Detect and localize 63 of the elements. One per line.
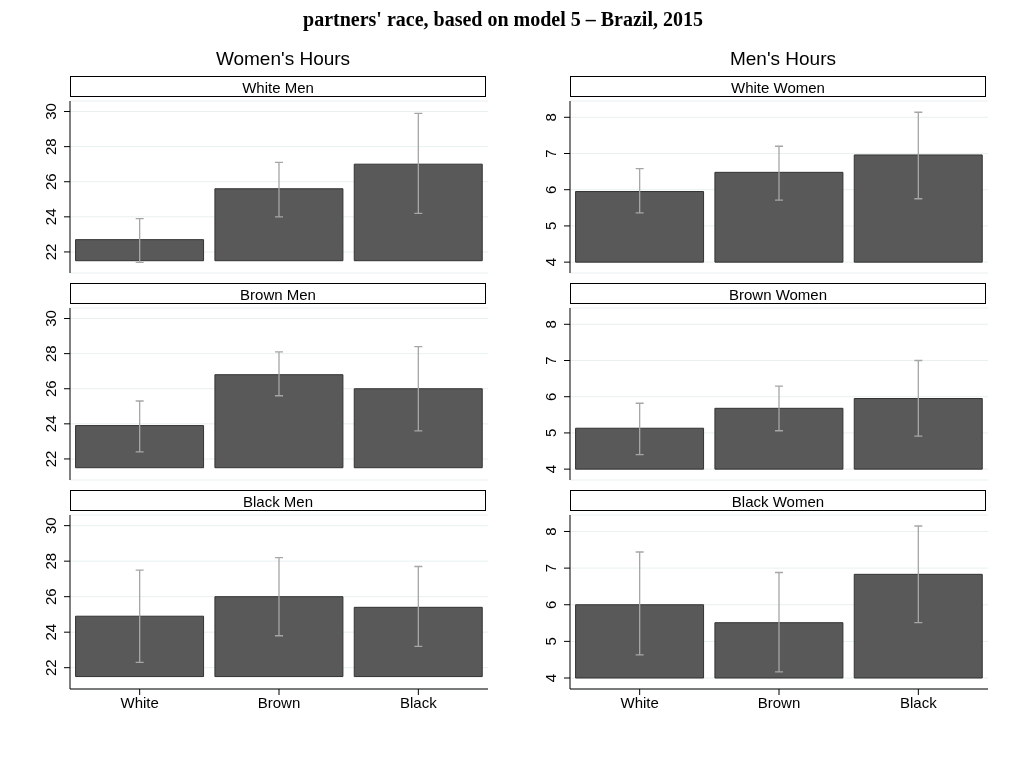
x-tick-label: White	[120, 693, 159, 711]
y-tick-label: 6	[542, 600, 559, 609]
y-tick-label: 24	[42, 623, 59, 641]
bar	[714, 407, 844, 470]
bar	[214, 374, 344, 469]
bar	[714, 171, 844, 263]
bar	[853, 573, 983, 679]
y-tick-label: 22	[42, 243, 59, 261]
bar	[853, 154, 983, 263]
y-tick-label: 24	[42, 415, 59, 433]
chart-title: Men's Hours	[728, 47, 838, 71]
bar	[353, 163, 483, 262]
x-tick-label: Brown	[257, 693, 301, 711]
bar	[214, 188, 344, 262]
y-tick-label: 6	[542, 392, 559, 401]
chart-subtitle: White Men	[70, 76, 486, 97]
x-tick-label: Brown	[757, 693, 801, 711]
y-tick-label: 4	[542, 257, 559, 267]
bar	[575, 191, 705, 263]
y-tick-label: 8	[542, 320, 559, 329]
y-tick-label: 5	[542, 221, 559, 231]
x-tick-label: White	[620, 693, 659, 711]
bar	[214, 596, 344, 678]
y-tick-label: 30	[42, 103, 59, 120]
y-tick-label: 8	[542, 527, 559, 536]
chart-subtitle: Black Men	[70, 490, 486, 511]
bar	[75, 615, 205, 678]
y-tick-label: 28	[42, 138, 59, 155]
chart-title: Women's Hours	[214, 47, 352, 71]
bar	[575, 427, 705, 470]
chart-subtitle: White Women	[570, 76, 986, 97]
y-tick-label: 4	[542, 464, 559, 474]
y-tick-label: 24	[42, 208, 59, 226]
y-tick-label: 4	[542, 673, 559, 683]
bar	[714, 622, 844, 679]
y-tick-label: 30	[42, 310, 59, 327]
x-tick-label: Black	[399, 693, 438, 711]
bar	[75, 239, 205, 262]
chart-subtitle: Brown Women	[570, 283, 986, 304]
y-tick-label: 6	[542, 185, 559, 194]
bar	[853, 398, 983, 470]
y-tick-label: 22	[42, 659, 59, 677]
text: partners' race, based on model 5 – Brazil, 2015	[302, 8, 704, 32]
bar	[75, 425, 205, 469]
bar	[575, 604, 705, 679]
chart-subtitle: Black Women	[570, 490, 986, 511]
y-tick-label: 5	[542, 637, 559, 646]
y-tick-label: 28	[42, 552, 59, 570]
x-tick-label: Black	[899, 693, 938, 711]
bar	[353, 606, 483, 678]
y-tick-label: 22	[42, 450, 59, 468]
chart-subtitle: Brown Men	[70, 283, 486, 304]
y-tick-label: 7	[542, 149, 559, 158]
y-tick-label: 5	[542, 428, 559, 438]
y-tick-label: 30	[42, 517, 59, 534]
y-tick-label: 8	[542, 113, 559, 122]
y-tick-label: 28	[42, 345, 59, 362]
y-tick-label: 26	[42, 380, 59, 398]
bar	[353, 388, 483, 469]
y-tick-label: 26	[42, 173, 59, 191]
y-tick-label: 7	[542, 356, 559, 365]
y-tick-label: 26	[42, 588, 59, 606]
y-tick-label: 7	[542, 563, 559, 573]
